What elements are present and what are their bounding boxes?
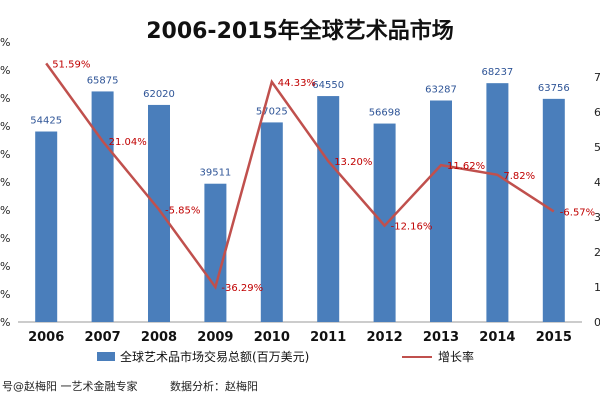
rate-value-label: -12.16% [391,222,433,233]
rate-series [45,62,555,290]
rate-value-label: 51.59% [52,59,90,70]
right-axis-tick-label: 1 [594,281,600,294]
rate-value-label: -6.57% [560,207,595,218]
bar-value-label: 57025 [256,106,288,117]
left-axis-tick-label: % [0,92,10,105]
bar [260,122,283,322]
left-axis-tick-label: % [0,120,10,133]
right-axis-tick-label: 3 [594,211,600,224]
footer-left-text: 号@赵梅阳 一艺术金融专家 [2,379,138,393]
rate-value-label: 21.04% [109,137,147,148]
bar-value-label: 54425 [30,116,62,127]
x-axis-tick-label: 2010 [254,330,290,345]
bar-value-label: 68237 [481,67,513,78]
left-axis-tick-label: % [0,288,10,301]
x-axis-tick-label: 2014 [479,330,515,345]
bar [317,96,340,322]
bar-value-label: 62020 [143,89,175,100]
rate-value-label: 44.33% [278,78,316,89]
right-axis-tick-label: 6 [594,106,600,119]
legend: 全球艺术品市场交易总额(百万美元) 增长率 [97,349,474,364]
rate-value-label: -5.85% [165,206,200,217]
rate-value-label: -36.29% [221,283,263,294]
x-axis-tick-label: 2011 [310,330,346,345]
left-axis-tick-label: % [0,204,10,217]
x-axis-tick-label: 2013 [423,330,459,345]
x-axis-tick-label: 2008 [141,330,177,345]
bar-value-label: 64550 [312,80,344,91]
right-axis-tick-label: 7 [594,71,600,84]
bar-value-label: 63287 [425,84,457,95]
bar-series [35,83,565,323]
right-axis-tick-label: 5 [594,141,600,154]
rate-labels: 51.59% 21.04% -5.85% -36.29% 44.33% 13.20% -12… [52,59,595,294]
left-axis-tick-label: % [0,64,10,77]
right-axis-tick-label: 0 [594,316,600,329]
bar [35,131,58,322]
bar [91,91,114,322]
legend-bar-label: 全球艺术品市场交易总额(百万美元) [120,349,309,364]
bar [148,104,170,323]
rate-value-label: 11.62% [447,161,485,172]
bar-value-label: 56698 [369,108,401,119]
bar [204,183,227,322]
x-axis-tick-label: 2009 [197,330,233,345]
bar [430,100,452,322]
bar [373,123,396,322]
left-axis-tick-label: % [0,260,10,273]
bar-value-label: 63756 [538,83,570,94]
footer-right-text: 数据分析：赵梅阳 [170,379,258,393]
chart-title: 2006-2015年全球艺术品市场 [146,18,454,44]
left-axis: %%%%%%%%%%% [0,36,10,329]
bar-labels: 54425 65875 62020 39511 57025 64550 56698 63287… [30,67,569,179]
left-axis-tick-label: % [0,148,10,161]
left-axis-tick-label: % [0,316,10,329]
bar-value-label: 39511 [199,168,231,179]
x-axis-tick-label: 2015 [536,330,572,345]
bar-value-label: 65875 [87,75,119,86]
x-axis-tick-label: 2006 [28,330,64,345]
legend-line-label: 增长率 [438,349,474,364]
left-axis-tick-label: % [0,232,10,245]
rate-line [45,62,555,290]
left-axis-tick-label: % [0,36,10,49]
legend-bar-swatch [97,352,115,361]
x-axis-tick-label: 2007 [85,330,121,345]
x-axis-tick-label: 2012 [367,330,403,345]
right-axis: 0 1 2 3 4 5 6 7 [594,71,600,329]
left-axis-tick-label: % [0,176,10,189]
bar [486,83,509,322]
rate-value-label: 13.20% [334,157,372,168]
rate-value-label: 7.82% [503,171,535,182]
x-axis: 2006 2007 2008 2009 2010 2011 2012 2013 2014 2015 [28,330,572,345]
right-axis-tick-label: 4 [594,176,600,189]
right-axis-tick-label: 2 [594,246,600,259]
